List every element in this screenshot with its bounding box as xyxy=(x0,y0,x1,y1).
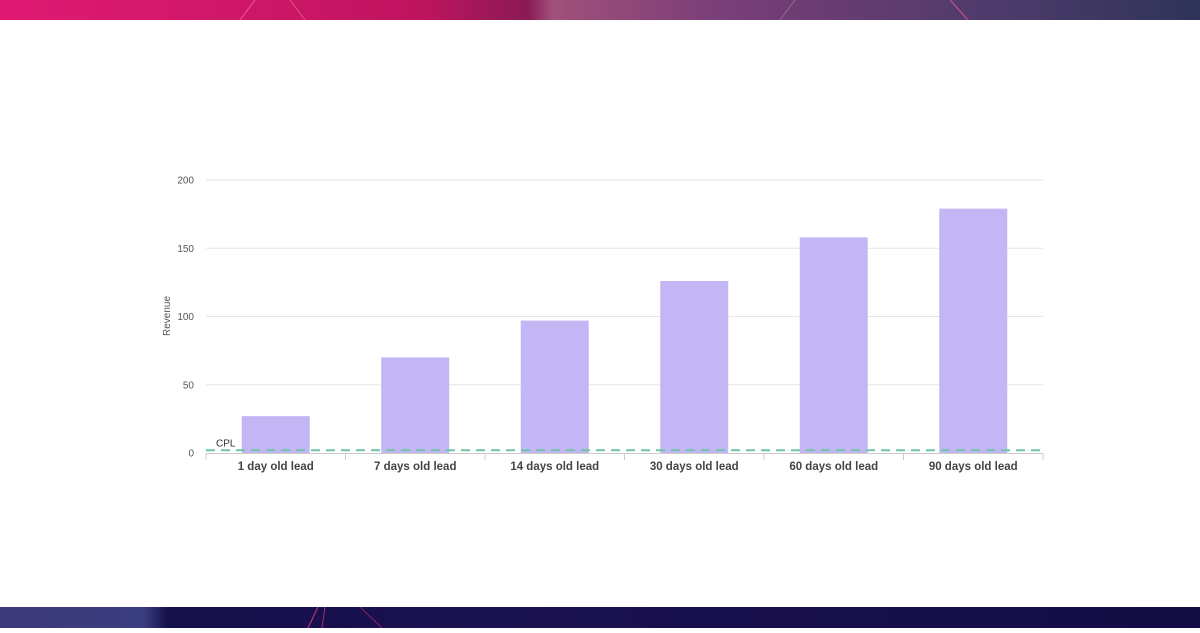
y-tick-label: 0 xyxy=(188,449,194,460)
bar-3 xyxy=(520,320,589,453)
bottom-band-lines xyxy=(307,607,383,628)
bar-2 xyxy=(381,357,450,453)
cpl-label: CPL xyxy=(216,438,236,449)
bar-4 xyxy=(660,281,729,453)
bar-6 xyxy=(939,208,1008,453)
gridlines xyxy=(206,179,1043,386)
y-tick-label: 100 xyxy=(177,312,194,323)
x-tick-label: 1 day old lead xyxy=(238,461,314,473)
bar-5 xyxy=(799,237,868,453)
bars xyxy=(241,208,1008,453)
x-tick-label: 14 days old lead xyxy=(510,461,599,473)
x-tick-label: 90 days old lead xyxy=(929,461,1018,473)
x-tick-label: 60 days old lead xyxy=(789,461,878,473)
x-tick-label: 7 days old lead xyxy=(374,461,456,473)
y-axis-ticks: 0 50 100 150 200 xyxy=(177,176,194,460)
top-band-lines xyxy=(239,0,969,20)
bottom-decorative-band xyxy=(0,607,1200,628)
x-tick-label: 30 days old lead xyxy=(650,461,739,473)
bar-1 xyxy=(241,416,310,453)
cpl-reference-line: CPL xyxy=(206,438,1043,452)
x-axis: 1 day old lead 7 days old lead 14 days old… xyxy=(205,453,1044,473)
y-tick-label: 150 xyxy=(177,244,194,255)
top-decorative-band xyxy=(0,0,1200,20)
y-tick-label: 200 xyxy=(177,176,194,187)
y-tick-label: 50 xyxy=(183,380,195,391)
y-axis-label: Revenue xyxy=(162,296,173,336)
